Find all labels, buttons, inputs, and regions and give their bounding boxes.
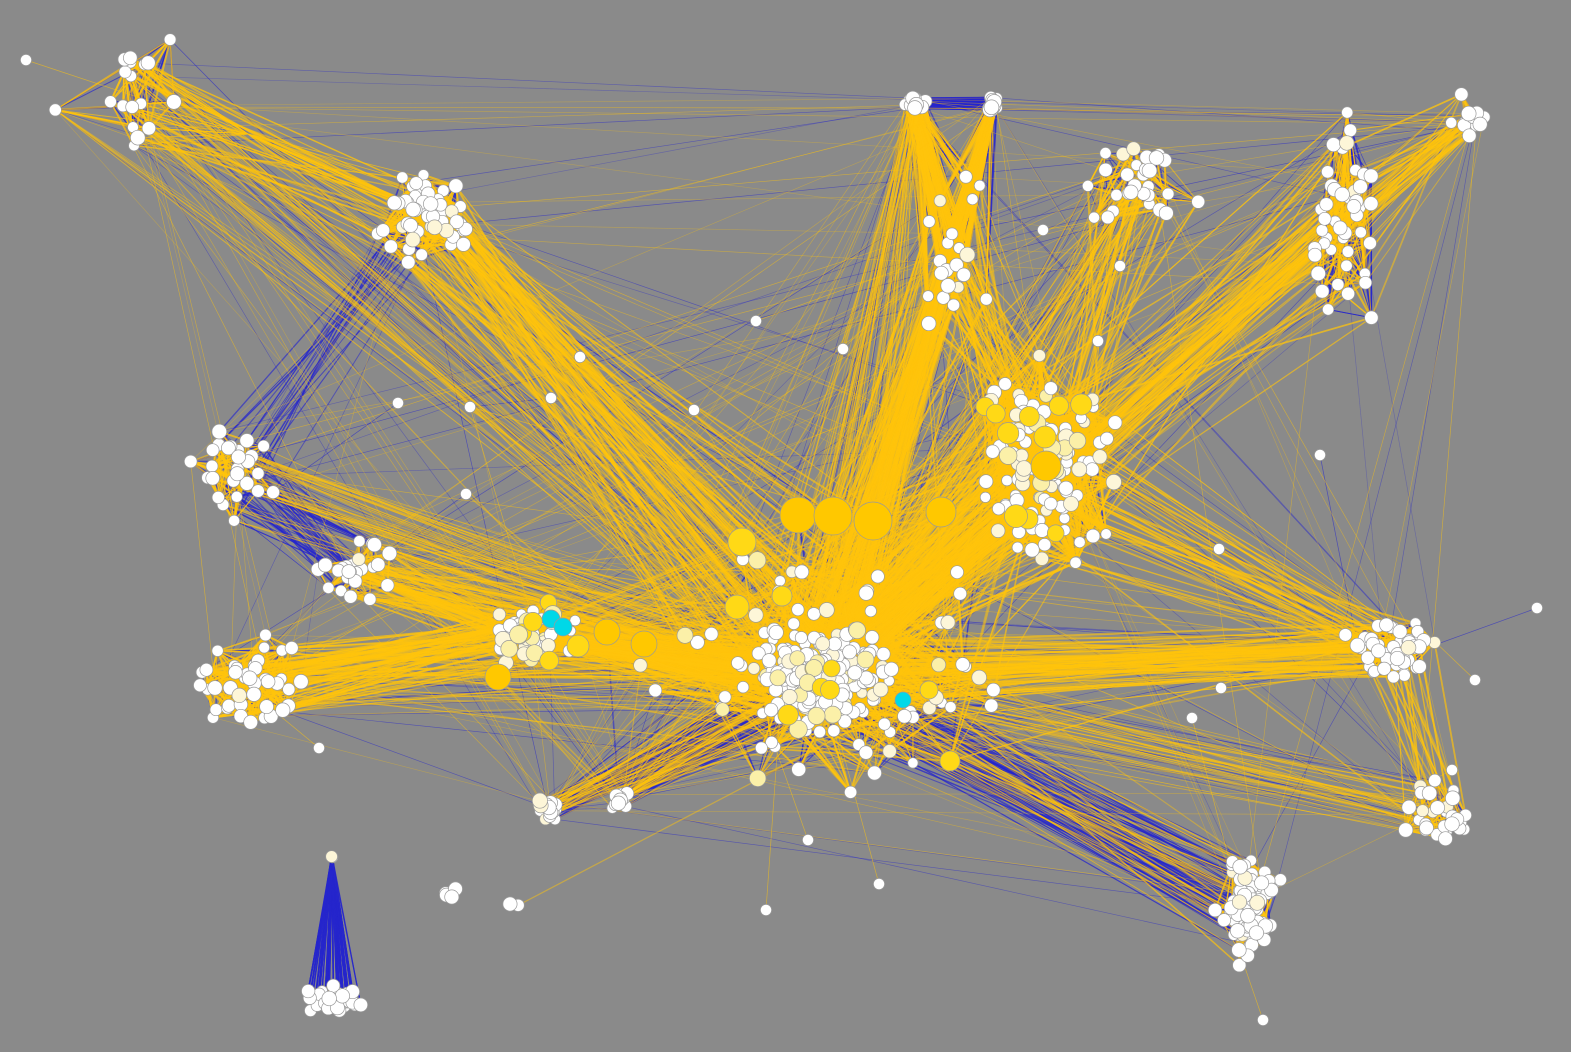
edge-blue bbox=[211, 465, 792, 662]
edge-blue bbox=[222, 504, 329, 589]
edge-blue bbox=[236, 225, 437, 498]
edge-blue bbox=[866, 677, 1232, 909]
edge-blue bbox=[1346, 112, 1365, 175]
edge-blue bbox=[1328, 309, 1372, 319]
edge-blue bbox=[309, 857, 334, 999]
edge-blue bbox=[331, 856, 348, 994]
edge-blue bbox=[228, 447, 356, 582]
edge-blue bbox=[222, 504, 359, 560]
edge-blue bbox=[331, 857, 362, 1006]
edge-blue bbox=[331, 856, 356, 1006]
edge-blue bbox=[325, 856, 333, 1002]
edge-blue bbox=[321, 856, 333, 992]
edge-blue bbox=[246, 440, 360, 542]
edge-blue bbox=[331, 856, 343, 999]
